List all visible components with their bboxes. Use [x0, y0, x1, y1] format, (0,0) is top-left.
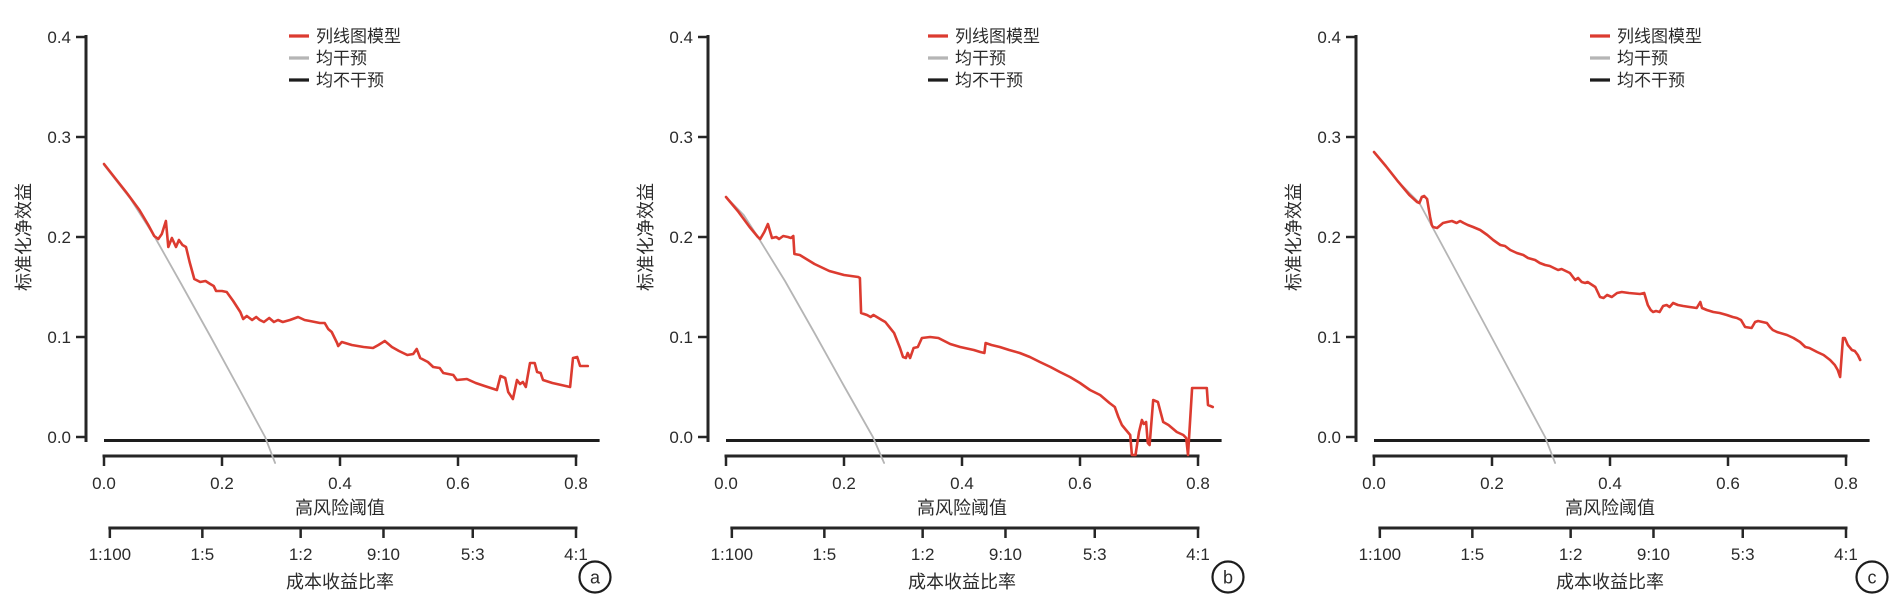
y-tick-label: 0.4: [47, 28, 71, 47]
legend-label-model: 列线图模型: [955, 27, 1040, 46]
ratio-tick-label: 1:2: [911, 545, 935, 564]
treat-all-curve: [725, 196, 886, 464]
dca-panel-c: 0.0 0.1 0.2 0.3 0.4 标准化净效益 0.0 0.2 0.4 0.6 0.8 高风险阈…: [1260, 0, 1890, 606]
x-tick-label: 0.6: [446, 474, 470, 493]
x-tick-label: 0.8: [1186, 474, 1210, 493]
ratio-tick-label: 1:100: [1359, 545, 1402, 564]
panel-tag-circle: [1211, 560, 1245, 594]
ratio-tick-label: 4:1: [564, 545, 588, 564]
x-tick-label: 0.4: [328, 474, 352, 493]
x-tick-label: 0.6: [1716, 474, 1740, 493]
ratio-tick-label: 1:100: [89, 545, 132, 564]
y-tick-label: 0.3: [1317, 128, 1341, 147]
ratio-tick-label: 4:1: [1834, 545, 1858, 564]
legend-label-treat_all: 均干预: [316, 49, 367, 68]
ratio-tick-label: 4:1: [1186, 545, 1210, 564]
ratio-tick-label: 1:5: [813, 545, 837, 564]
legend-label-treat_none: 均不干预: [316, 71, 384, 90]
ratio-tick-label: 1:5: [191, 545, 215, 564]
ratio-tick-label: 9:10: [1637, 545, 1670, 564]
y-tick-label: 0.2: [47, 228, 71, 247]
ratio-axis-title: 成本收益比率: [1556, 572, 1664, 592]
dca-panel-b: 0.0 0.1 0.2 0.3 0.4 标准化净效益 0.0 0.2 0.4 0.6 0.8 高风险阈…: [630, 0, 1260, 606]
legend-label-treat_all: 均干预: [1617, 49, 1668, 68]
y-axis-title: 标准化净效益: [1284, 183, 1304, 291]
ratio-tick-label: 9:10: [989, 545, 1022, 564]
x-tick-label: 0.0: [714, 474, 738, 493]
ratio-tick-label: 1:5: [1461, 545, 1485, 564]
x-tick-label: 0.2: [832, 474, 856, 493]
legend-label-treat_none: 均不干预: [1617, 71, 1685, 90]
ratio-tick-label: 1:2: [289, 545, 313, 564]
ratio-tick-label: 5:3: [1731, 545, 1755, 564]
y-tick-label: 0.4: [1317, 28, 1341, 47]
model-curve: [1372, 150, 1862, 379]
treat-all-curve: [1373, 151, 1557, 464]
legend-label-treat_all: 均干预: [955, 49, 1006, 68]
ratio-tick-label: 5:3: [461, 545, 485, 564]
x-tick-label: 0.2: [1480, 474, 1504, 493]
panel-tag-letter: b: [1223, 568, 1233, 588]
y-axis-title: 标准化净效益: [636, 183, 656, 291]
panel-tag-letter: c: [1868, 568, 1877, 588]
x-axis-title: 高风险阈值: [917, 498, 1007, 518]
dca-chart-b: 0.0 0.1 0.2 0.3 0.4 标准化净效益 0.0 0.2 0.4 0.6 0.8 高风险阈…: [636, 27, 1245, 594]
legend-label-model: 列线图模型: [1617, 27, 1702, 46]
x-tick-label: 0.4: [950, 474, 974, 493]
ratio-tick-label: 1:100: [711, 545, 754, 564]
dca-chart-a: 0.0 0.1 0.2 0.3 0.4 标准化净效益 0.0 0.2 0.4 0.6 0.8 高风险阈…: [14, 27, 612, 594]
dca-panel-a: 0.0 0.1 0.2 0.3 0.4 标准化净效益 0.0 0.2 0.4 0.6 0.8 高风险阈…: [0, 0, 630, 606]
panel-tag-circle: [578, 560, 612, 594]
y-tick-label: 0.0: [1317, 428, 1341, 447]
x-tick-label: 0.0: [1362, 474, 1386, 493]
y-tick-label: 0.0: [47, 428, 71, 447]
ratio-axis-title: 成本收益比率: [286, 572, 394, 592]
model-curve: [102, 162, 590, 401]
x-tick-label: 0.8: [564, 474, 588, 493]
ratio-tick-label: 1:2: [1559, 545, 1583, 564]
ratio-tick-label: 9:10: [367, 545, 400, 564]
ratio-tick-label: 5:3: [1083, 545, 1107, 564]
legend-label-model: 列线图模型: [316, 27, 401, 46]
panel-tag-letter: a: [590, 568, 601, 588]
x-tick-label: 0.6: [1068, 474, 1092, 493]
y-tick-label: 0.2: [1317, 228, 1341, 247]
legend-label-treat_none: 均不干预: [955, 71, 1023, 90]
ratio-axis-title: 成本收益比率: [908, 572, 1016, 592]
x-axis-title: 高风险阈值: [295, 498, 385, 518]
y-tick-label: 0.4: [669, 28, 693, 47]
model-curve: [724, 195, 1215, 457]
x-tick-label: 0.2: [210, 474, 234, 493]
x-tick-label: 0.8: [1834, 474, 1858, 493]
panel-tag-circle: [1855, 560, 1889, 594]
treat-all-curve: [103, 164, 277, 464]
y-tick-label: 0.3: [47, 128, 71, 147]
y-tick-label: 0.0: [669, 428, 693, 447]
x-axis-title: 高风险阈值: [1565, 498, 1655, 518]
y-tick-label: 0.2: [669, 228, 693, 247]
y-axis-title: 标准化净效益: [14, 183, 34, 291]
x-tick-label: 0.4: [1598, 474, 1622, 493]
y-tick-label: 0.1: [47, 328, 71, 347]
y-tick-label: 0.1: [1317, 328, 1341, 347]
x-tick-label: 0.0: [92, 474, 116, 493]
y-tick-label: 0.3: [669, 128, 693, 147]
dca-chart-c: 0.0 0.1 0.2 0.3 0.4 标准化净效益 0.0 0.2 0.4 0.6 0.8 高风险阈…: [1284, 27, 1889, 594]
y-tick-label: 0.1: [669, 328, 693, 347]
